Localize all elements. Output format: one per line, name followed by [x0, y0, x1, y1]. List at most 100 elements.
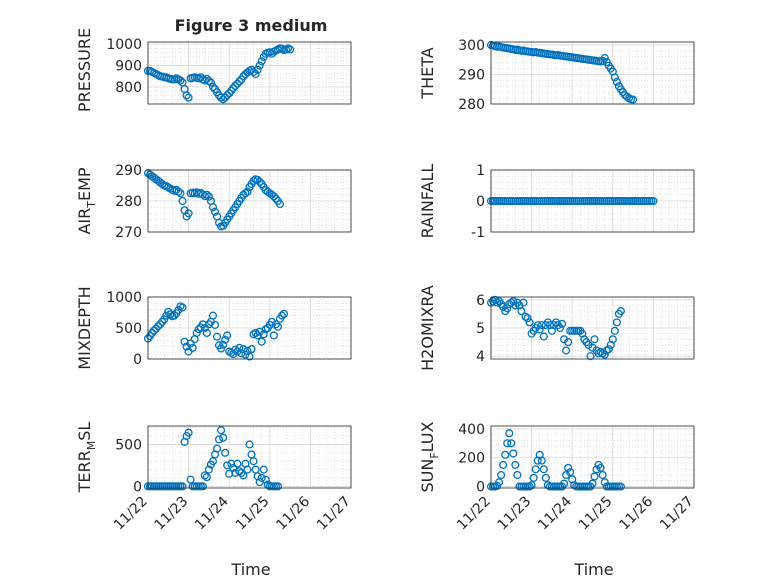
data-point — [156, 320, 165, 329]
y-tick-label: 400 — [458, 422, 485, 438]
data-point — [208, 82, 218, 91]
data-point — [509, 297, 518, 306]
data-point — [231, 345, 240, 354]
y-tick-label: 280 — [115, 194, 142, 210]
data-point — [217, 426, 226, 435]
data-point — [271, 320, 280, 329]
data-point — [164, 307, 173, 316]
y-tick-label: 270 — [115, 225, 142, 241]
data-point — [273, 482, 282, 491]
data-point — [612, 318, 621, 327]
axes-sun_flux: 0 200 400 SUNFLUX 11/22 11/23 11/24 11/25 11/26 1… — [418, 421, 697, 533]
data-point — [602, 346, 611, 355]
data-point — [231, 468, 240, 477]
y-tick-label: 0 — [133, 479, 142, 495]
y-axis-label-terr_msl: TERRMSL — [75, 422, 98, 494]
data-point — [212, 444, 222, 453]
data-point — [223, 90, 232, 100]
data-point — [202, 473, 211, 482]
data-point — [204, 465, 213, 474]
data-point — [239, 471, 248, 480]
data-point — [249, 67, 258, 76]
data-point — [539, 465, 548, 474]
data-point — [600, 350, 609, 359]
data-point — [497, 470, 506, 480]
data-point — [269, 192, 278, 201]
y-tick-label: 1 — [476, 163, 485, 179]
data-point — [249, 457, 258, 466]
y-tick-label: 0 — [133, 352, 142, 368]
data-point — [154, 322, 163, 331]
data-point — [273, 322, 282, 331]
data-point — [539, 332, 548, 341]
data-point — [566, 468, 575, 477]
y-tick-label: 900 — [115, 59, 142, 75]
data-point — [188, 343, 197, 352]
data-point — [511, 460, 520, 469]
data-point — [243, 187, 252, 196]
data-point — [223, 331, 232, 340]
y-tick-label: 4 — [476, 349, 485, 365]
data-point — [229, 83, 238, 93]
data-point — [629, 95, 638, 104]
data-point — [208, 311, 218, 320]
data-point — [610, 326, 619, 335]
y-tick-label: -1 — [471, 225, 485, 241]
axes-box — [490, 296, 695, 360]
axes-box — [490, 425, 695, 489]
axes-mixdepth: 0 500 1000 MIXDEPTH — [75, 286, 352, 370]
axes-rainfall: -1 0 1 RAINFALL — [418, 163, 695, 241]
axes-box — [147, 169, 352, 233]
data-point — [198, 482, 207, 491]
y-tick-label: 800 — [115, 80, 142, 96]
data-point — [229, 463, 238, 472]
axes-box — [147, 425, 352, 489]
y-axis-label-pressure: PRESSURE — [75, 28, 94, 112]
data-point — [586, 352, 595, 361]
y-tick-label: 0 — [476, 480, 485, 496]
data-point — [243, 465, 252, 474]
data-point — [235, 467, 244, 476]
y-tick-label: 5 — [476, 321, 485, 337]
data-point — [271, 194, 280, 203]
x-axis-label-right: Time — [573, 560, 613, 579]
y-tick-label: 500 — [115, 321, 142, 337]
x-axis-label-left: Time — [230, 560, 270, 579]
data-point — [174, 187, 183, 196]
data-point — [275, 200, 285, 209]
y-tick-label: 290 — [458, 67, 485, 83]
data-point — [525, 318, 534, 327]
data-point — [247, 65, 256, 74]
data-point — [200, 471, 209, 480]
data-point — [259, 465, 268, 474]
x-tick-label: 11/24 — [535, 493, 575, 533]
axes-box — [490, 41, 695, 105]
axes-pressure: 800 900 1000 PRESSURE — [75, 28, 352, 112]
data-point — [523, 314, 532, 323]
data-point — [564, 338, 573, 347]
data-point — [499, 460, 508, 469]
y-tick-label: 290 — [115, 163, 142, 179]
y-axis-label-theta: THETA — [418, 47, 437, 99]
data-point — [279, 309, 289, 318]
data-point — [184, 428, 193, 437]
data-point — [503, 439, 512, 448]
data-point — [610, 73, 619, 82]
data-point — [212, 332, 222, 341]
data-point — [219, 95, 228, 104]
data-point — [533, 321, 542, 330]
data-point — [170, 311, 179, 320]
y-tick-label: 1000 — [106, 37, 142, 53]
data-point — [521, 312, 530, 321]
data-point — [208, 203, 218, 212]
data-point — [537, 456, 546, 465]
y-axis-label-sun_flux: SUNFLUX — [418, 421, 441, 492]
data-point — [229, 349, 238, 359]
data-point — [215, 435, 224, 444]
data-point — [600, 478, 609, 487]
figure-title: Figure 3 medium — [175, 16, 328, 35]
data-point — [592, 465, 601, 474]
axes-air_temp: 270 280 290 AIRTEMP — [75, 163, 352, 241]
